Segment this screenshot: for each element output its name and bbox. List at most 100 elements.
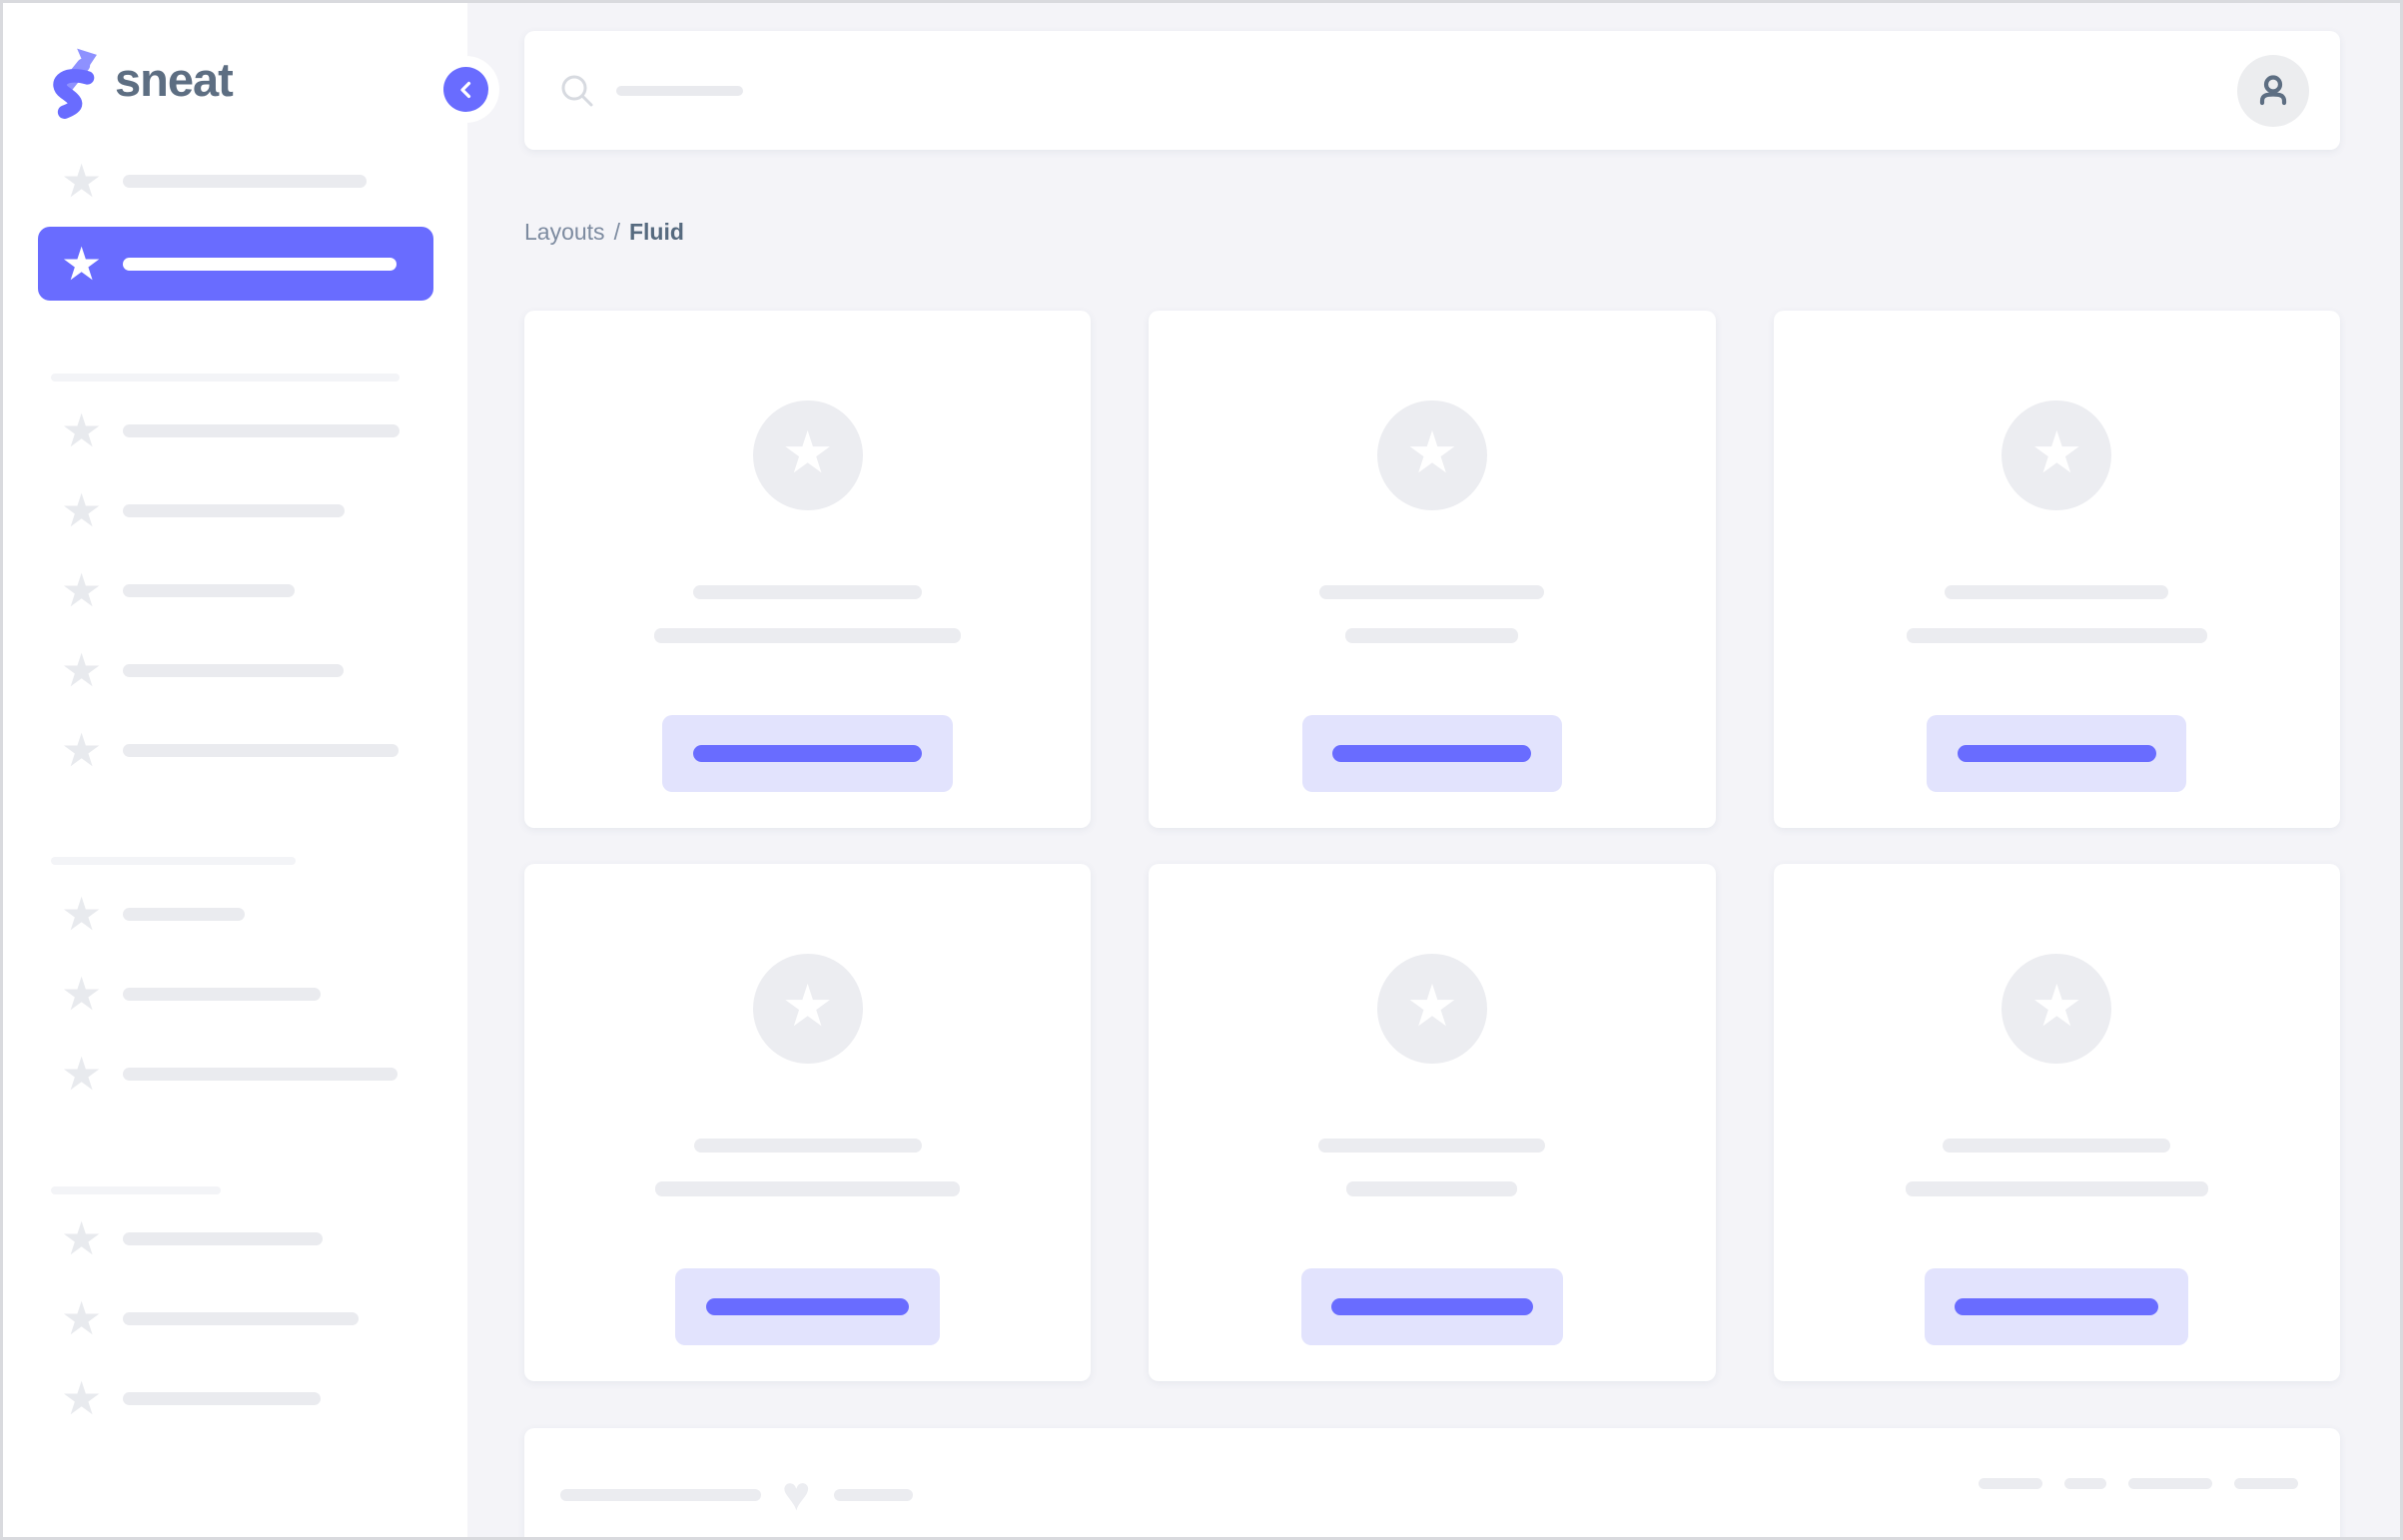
card-skeleton-bar — [1943, 1139, 2171, 1153]
card-action-button[interactable] — [1301, 715, 1562, 792]
sidebar-collapse-button[interactable] — [443, 67, 488, 112]
star-icon: ★ — [61, 1372, 103, 1424]
sidebar-item[interactable]: ★ — [3, 1034, 467, 1114]
breadcrumb: Layouts / Fluid — [524, 215, 2340, 249]
sidebar-item[interactable]: ★ — [3, 1198, 467, 1278]
sidebar-collapse-ring — [432, 56, 499, 123]
footer-right-group — [1957, 1460, 2298, 1506]
star-icon: ★ — [61, 564, 103, 616]
star-icon: ★ — [61, 1048, 103, 1100]
star-icon: ★ — [61, 1212, 103, 1264]
demo-card: ★ — [524, 864, 1092, 1381]
card-action-button[interactable] — [1927, 715, 2187, 792]
demo-card: ★ — [1149, 864, 1716, 1381]
star-icon: ★ — [61, 484, 103, 536]
star-icon: ★ — [1405, 973, 1458, 1039]
star-icon: ★ — [61, 968, 103, 1020]
skeleton-label-bar — [123, 174, 367, 188]
card-skeleton-bar — [1318, 1139, 1546, 1153]
sidebar-section-divider — [51, 857, 296, 865]
skeleton-label-bar — [123, 1231, 323, 1245]
sidebar-section-divider — [51, 1186, 221, 1194]
skeleton-label-bar — [123, 1391, 321, 1405]
skeleton-label-bar — [123, 743, 399, 757]
card-skeleton-bar — [693, 585, 923, 599]
star-icon: ★ — [2030, 419, 2083, 485]
button-label-bar — [693, 745, 923, 762]
main-content: Layouts / Fluid ★ ★ ★ ★ ★ ★ ♥ — [467, 3, 2400, 1537]
card-skeleton-bar — [1319, 585, 1545, 599]
demo-card: ★ — [1773, 311, 2340, 828]
card-skeleton-bar — [693, 1139, 922, 1153]
card-skeleton-bar — [1345, 628, 1519, 643]
skeleton-label-bar — [123, 663, 344, 677]
footer-skeleton-bar — [560, 1489, 761, 1501]
breadcrumb-separator: / — [613, 218, 620, 245]
heart-icon: ♥ — [782, 1468, 811, 1521]
sidebar-item[interactable]: ★ — [3, 470, 467, 550]
footer-skeleton-bar — [833, 1489, 913, 1501]
footer-link-bar[interactable] — [2234, 1477, 2298, 1489]
search-icon — [561, 75, 593, 106]
button-label-bar — [1332, 745, 1532, 762]
sidebar-item[interactable]: ★ — [3, 710, 467, 790]
card-avatar-circle: ★ — [752, 400, 863, 510]
card-skeleton-bar — [1945, 585, 2169, 599]
card-skeleton-bar — [655, 1181, 961, 1196]
footer-link-bar[interactable] — [1979, 1477, 2042, 1489]
card-action-button[interactable] — [1300, 1268, 1563, 1345]
card-avatar-circle: ★ — [1376, 954, 1487, 1064]
button-label-bar — [1955, 1298, 2159, 1315]
skeleton-label-bar — [123, 423, 400, 437]
skeleton-label-bar — [123, 1067, 398, 1081]
chevron-left-icon — [459, 81, 470, 98]
demo-card: ★ — [1773, 864, 2340, 1381]
search-input[interactable] — [558, 72, 2237, 110]
card-action-button[interactable] — [1925, 1268, 2189, 1345]
sidebar-item[interactable]: ★ — [3, 141, 467, 221]
demo-card: ★ — [1149, 311, 1716, 828]
card-avatar-circle: ★ — [1376, 400, 1487, 510]
sidebar-item[interactable]: ★ — [3, 874, 467, 954]
sidebar-item[interactable]: ★ — [3, 954, 467, 1034]
star-icon: ★ — [61, 1292, 103, 1344]
demo-card: ★ — [524, 311, 1092, 828]
star-icon: ★ — [61, 888, 103, 940]
button-label-bar — [1957, 745, 2156, 762]
star-icon: ★ — [61, 644, 103, 696]
sidebar-menu: ★ ★ ★ ★ ★ ★ ★ ★ ★ ★ ★ ★ ★ — [3, 141, 467, 1438]
sidebar-item[interactable]: ★ — [3, 550, 467, 630]
skeleton-label-bar — [123, 583, 295, 597]
card-skeleton-bar — [1346, 1181, 1518, 1196]
card-avatar-circle: ★ — [752, 954, 863, 1064]
sidebar-item-active[interactable]: ★ — [38, 227, 433, 301]
card-action-button[interactable] — [675, 1268, 941, 1345]
card-action-button[interactable] — [662, 715, 954, 792]
brand-name: sneat — [115, 52, 234, 106]
sidebar-item[interactable]: ★ — [3, 390, 467, 470]
user-avatar-button[interactable] — [2237, 54, 2309, 127]
sidebar-item[interactable]: ★ — [3, 1278, 467, 1358]
star-icon: ★ — [781, 973, 834, 1039]
star-icon: ★ — [2030, 973, 2083, 1039]
cards-grid: ★ ★ ★ ★ ★ ★ — [524, 311, 2340, 1381]
skeleton-label-bar — [123, 907, 245, 921]
brand-logo[interactable]: sneat — [49, 45, 234, 119]
star-icon: ★ — [61, 404, 103, 456]
card-avatar-circle: ★ — [2002, 954, 2112, 1064]
sidebar-item[interactable]: ★ — [3, 630, 467, 710]
search-placeholder-bar — [616, 85, 743, 96]
card-skeleton-bar — [654, 628, 962, 643]
sidebar-item[interactable]: ★ — [3, 1358, 467, 1438]
sidebar: sneat ★ ★ ★ ★ ★ ★ ★ ★ ★ ★ ★ ★ ★ — [3, 3, 467, 1537]
button-label-bar — [1330, 1298, 1533, 1315]
skeleton-label-bar — [123, 257, 397, 271]
breadcrumb-parent[interactable]: Layouts — [524, 218, 605, 245]
footer-link-bar[interactable] — [2128, 1477, 2212, 1489]
star-icon: ★ — [61, 238, 103, 290]
star-icon: ★ — [61, 155, 103, 207]
skeleton-label-bar — [123, 987, 321, 1001]
footer-card: ♥ — [524, 1428, 2340, 1537]
footer-link-bar[interactable] — [2064, 1477, 2106, 1489]
